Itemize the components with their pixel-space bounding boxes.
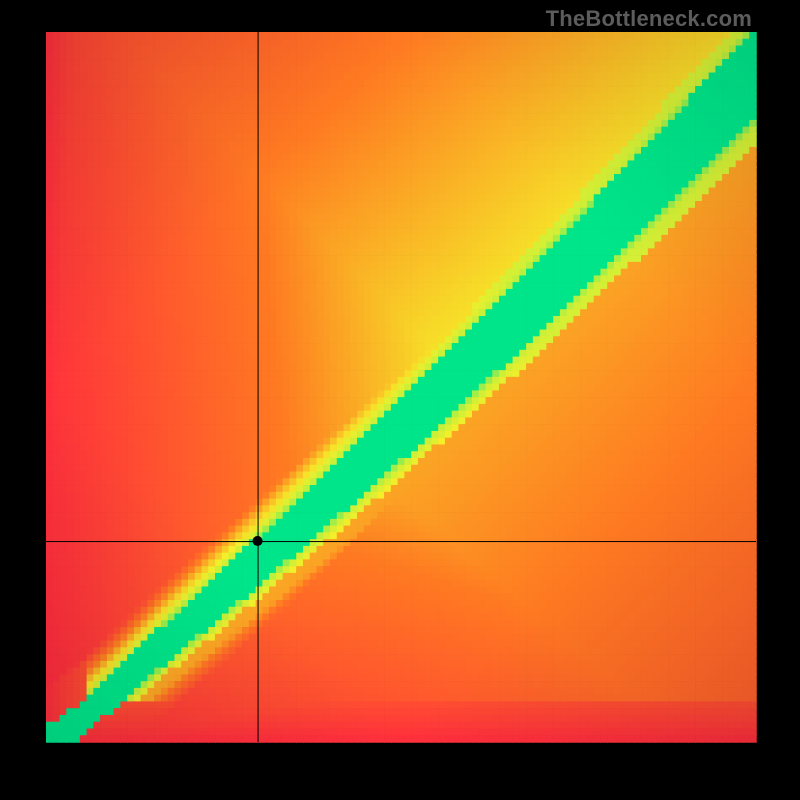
- heatmap-canvas: [0, 0, 800, 800]
- watermark-text: TheBottleneck.com: [546, 6, 752, 32]
